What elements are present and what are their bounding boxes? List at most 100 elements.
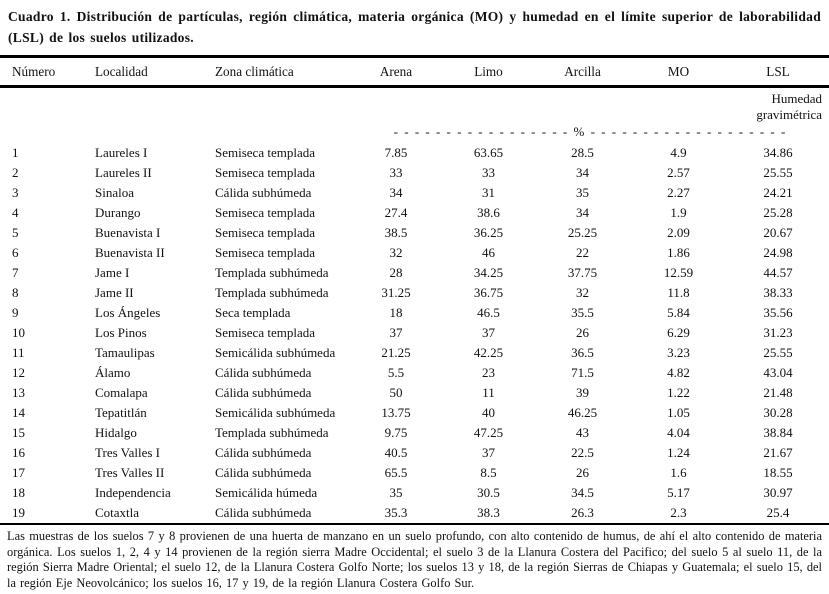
cell-arcilla: 36.5: [571, 345, 594, 360]
column-header-arcilla: Arcilla: [564, 63, 601, 79]
cell-arena: 65.5: [384, 465, 408, 480]
cell-lsl: 24.21: [763, 185, 793, 200]
cell-arcilla: 37.75: [567, 265, 598, 280]
cell-limo: 34.25: [473, 265, 504, 280]
cell-arcilla: 22.5: [571, 445, 594, 460]
cell-zona: Templada subhúmeda: [215, 425, 329, 440]
cell-mo: 2.57: [667, 165, 690, 180]
cell-mo: 1.24: [667, 445, 690, 460]
cell-mo: 2.27: [667, 185, 690, 200]
cell-numero: 2: [12, 165, 19, 180]
cell-numero: 1: [12, 145, 19, 160]
cell-mo: 1.05: [667, 405, 690, 420]
cell-lsl: 30.97: [763, 485, 793, 500]
cell-limo: 8.5: [480, 465, 497, 480]
cell-localidad: Álamo: [95, 365, 131, 380]
cell-limo: 42.25: [473, 345, 504, 360]
cell-localidad: Buenavista I: [95, 225, 161, 240]
table-row: 5 Buenavista I Semiseca templada 38.5 36…: [0, 223, 829, 243]
table-row: 12 Álamo Cálida subhúmeda 5.5 23 71.5 4.…: [0, 363, 829, 383]
cell-localidad: Tepatitlán: [95, 405, 147, 420]
cell-limo: 11: [482, 385, 495, 400]
cell-arcilla: 39: [576, 385, 589, 400]
cell-lsl: 18.55: [763, 465, 793, 480]
cell-localidad: Jame I: [95, 265, 130, 280]
cell-numero: 17: [12, 465, 25, 480]
table-row: 15 Hidalgo Templada subhúmeda 9.75 47.25…: [0, 423, 829, 443]
cell-mo: 6.29: [667, 325, 690, 340]
table-row: 1 Laureles I Semiseca templada 7.85 63.6…: [0, 143, 829, 163]
cell-arena: 5.5: [387, 365, 405, 380]
cell-localidad: Comalapa: [95, 385, 148, 400]
cell-limo: 46: [482, 245, 495, 260]
table-bottom-rule: [0, 523, 829, 525]
table-footnote: Las muestras de los suelos 7 y 8 provien…: [7, 529, 822, 591]
cell-localidad: Los Pinos: [95, 325, 147, 340]
cell-arena: 35.3: [384, 505, 408, 520]
cell-numero: 8: [12, 285, 19, 300]
cell-lsl: 35.56: [763, 305, 793, 320]
cell-numero: 9: [12, 305, 19, 320]
table-row: 10 Los Pinos Semiseca templada 37 37 26 …: [0, 323, 829, 343]
column-header-mo: MO: [667, 63, 690, 79]
table-body: 1 Laureles I Semiseca templada 7.85 63.6…: [0, 143, 829, 523]
cell-limo: 38.6: [477, 205, 500, 220]
cell-localidad: Independencia: [95, 485, 171, 500]
cell-localidad: Cotaxtla: [95, 505, 140, 520]
cell-lsl: 21.48: [763, 385, 793, 400]
cell-zona: Templada subhúmeda: [215, 285, 329, 300]
cell-numero: 3: [12, 185, 19, 200]
cell-numero: 15: [12, 425, 25, 440]
cell-zona: Templada subhúmeda: [215, 265, 329, 280]
cell-lsl: 21.67: [763, 445, 793, 460]
cell-arena: 13.75: [381, 405, 411, 420]
cell-zona: Semicálida húmeda: [215, 485, 318, 500]
column-header-zona: Zona climática: [215, 63, 294, 79]
cell-limo: 63.65: [473, 145, 504, 160]
cell-localidad: Durango: [95, 205, 141, 220]
table-row: 16 Tres Valles I Cálida subhúmeda 40.5 3…: [0, 443, 829, 463]
cell-arena: 7.85: [384, 145, 408, 160]
cell-zona: Cálida subhúmeda: [215, 385, 312, 400]
cell-zona: Cálida subhúmeda: [215, 505, 312, 520]
cell-arena: 28: [389, 265, 403, 280]
cell-mo: 1.9: [670, 205, 687, 220]
lsl-subheader: Humedad gravimétrica: [756, 91, 822, 122]
cell-zona: Cálida subhúmeda: [215, 465, 312, 480]
cell-zona: Semiseca templada: [215, 205, 315, 220]
cell-limo: 23: [482, 365, 495, 380]
cell-arcilla: 34: [576, 205, 589, 220]
table-row: 4 Durango Semiseca templada 27.4 38.6 34…: [0, 203, 829, 223]
cell-arcilla: 26.3: [571, 505, 594, 520]
cell-lsl: 25.55: [763, 345, 793, 360]
cell-lsl: 38.84: [763, 425, 793, 440]
cell-numero: 16: [12, 445, 25, 460]
cell-zona: Semiseca templada: [215, 225, 315, 240]
cell-numero: 19: [12, 505, 25, 520]
cell-limo: 37: [482, 445, 495, 460]
cell-mo: 2.09: [667, 225, 690, 240]
cell-lsl: 44.57: [763, 265, 793, 280]
cell-numero: 10: [12, 325, 25, 340]
cell-lsl: 30.28: [763, 405, 793, 420]
cell-zona: Semiseca templada: [215, 165, 315, 180]
table-row: 3 Sinaloa Cálida subhúmeda 34 31 35 2.27…: [0, 183, 829, 203]
table-row: 6 Buenavista II Semiseca templada 32 46 …: [0, 243, 829, 263]
cell-lsl: 25.28: [763, 205, 793, 220]
percent-units-line: - - - - - - - - - - - - - - - - - % - - …: [393, 124, 786, 139]
cell-arena: 34: [389, 185, 403, 200]
cell-mo: 4.04: [667, 425, 690, 440]
table-row: 2 Laureles II Semiseca templada 33 33 34…: [0, 163, 829, 183]
cell-localidad: Laureles II: [95, 165, 152, 180]
cell-localidad: Tres Valles I: [95, 445, 161, 460]
cell-limo: 30.5: [477, 485, 500, 500]
cell-localidad: Sinaloa: [95, 185, 134, 200]
cell-mo: 1.22: [667, 385, 690, 400]
table-row: 17 Tres Valles II Cálida subhúmeda 65.5 …: [0, 463, 829, 483]
table-caption: Cuadro 1. Distribución de partículas, re…: [8, 9, 821, 45]
cell-zona: Semiseca templada: [215, 245, 315, 260]
cell-arcilla: 32: [576, 285, 589, 300]
cell-arcilla: 71.5: [571, 365, 594, 380]
table-row: 11 Tamaulipas Semicálida subhúmeda 21.25…: [0, 343, 829, 363]
